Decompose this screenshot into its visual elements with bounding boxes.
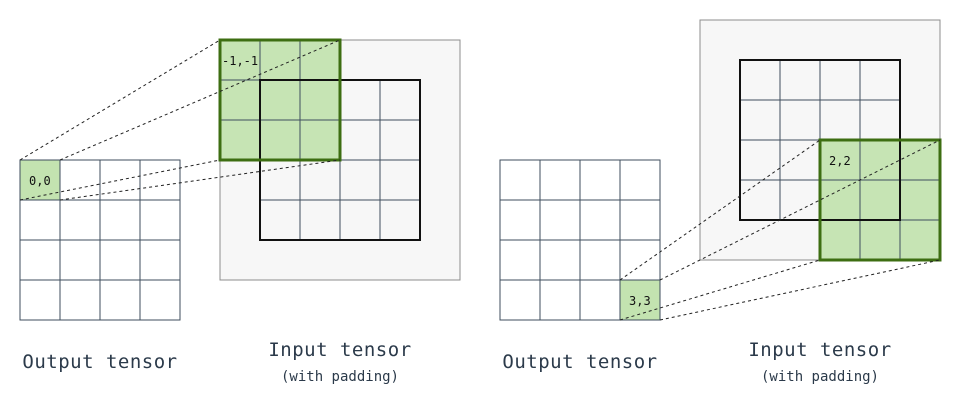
window-position-label: 2,2 xyxy=(829,154,851,168)
panel-left: -1,-1 0,0 Output tensor Input tensor xyxy=(19,38,461,385)
input-tensor-label: Input tensor xyxy=(748,339,891,361)
projection-lines xyxy=(619,139,941,321)
kernel-window xyxy=(818,138,942,262)
output-highlight-cell xyxy=(620,280,660,320)
projection-lines xyxy=(19,39,341,201)
window-position-label: -1,-1 xyxy=(222,54,258,68)
kernel-window xyxy=(218,38,342,162)
output-highlight-cell xyxy=(20,160,60,200)
output-tensor-label: Output tensor xyxy=(22,351,177,373)
input-tensor-sublabel: (with padding) xyxy=(281,369,399,385)
input-tensor-sublabel: (with padding) xyxy=(761,369,879,385)
output-grid xyxy=(19,159,181,321)
panel-right: 2,2 3,3 Output tensor Input tensor xyxy=(499,19,942,385)
output-cell-label: 0,0 xyxy=(29,174,51,188)
output-tensor-label: Output tensor xyxy=(502,351,657,373)
output-grid xyxy=(499,159,661,321)
input-tensor-label: Input tensor xyxy=(268,339,411,361)
output-cell-label: 3,3 xyxy=(629,294,651,308)
